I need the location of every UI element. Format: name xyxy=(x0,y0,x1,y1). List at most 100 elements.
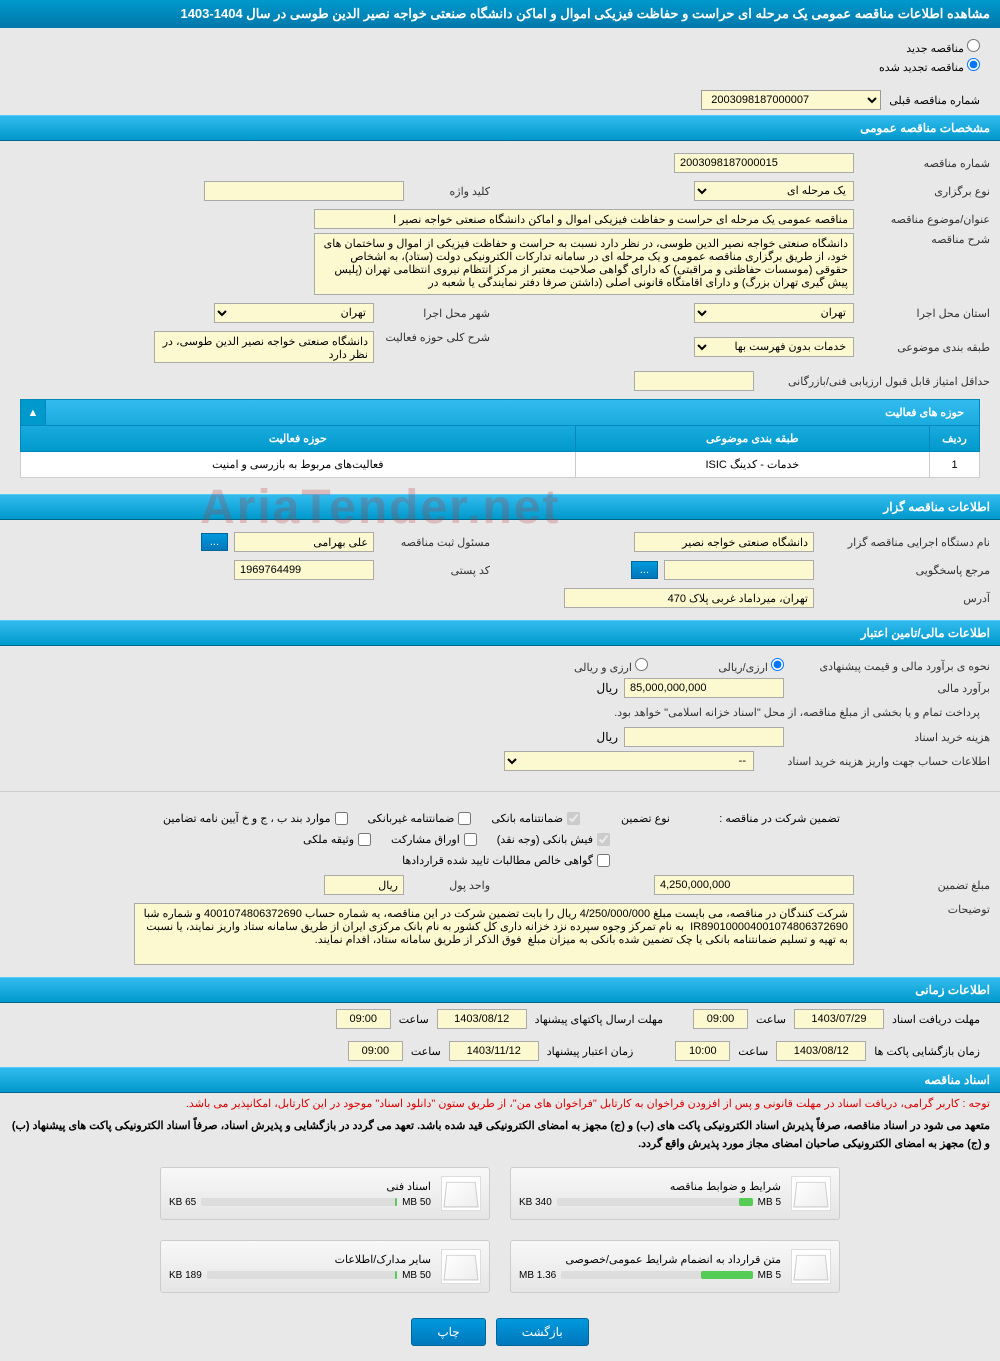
progress-bar xyxy=(201,1198,397,1206)
doc-used: 65 KB xyxy=(169,1197,196,1208)
activity-table-title: حوزه های فعالیت xyxy=(46,400,980,426)
row-activity: فعالیت‌های مربوط به بازرسی و امنیت xyxy=(21,452,576,478)
desc-label: شرح مناقصه xyxy=(860,233,990,246)
guarantee-notes-textarea[interactable]: شرکت کنندگان در مناقصه، می بایست مبلغ 4/… xyxy=(134,903,854,965)
org-input[interactable] xyxy=(634,532,814,552)
city-label: شهر محل اجرا xyxy=(380,307,490,320)
address-input[interactable] xyxy=(564,588,814,608)
category-select[interactable]: خدمات بدون فهرست بها xyxy=(694,337,854,357)
account-label: اطلاعات حساب جهت واریز هزینه خرید اسناد xyxy=(760,755,990,768)
estimate-label: برآورد مالی xyxy=(790,682,990,695)
open-label: زمان بازگشایی پاکت ها xyxy=(874,1045,980,1058)
progress-bar xyxy=(557,1198,753,1206)
row-category: خدمات - کدینگ ISIC xyxy=(575,452,929,478)
city-select[interactable]: تهران xyxy=(214,303,374,323)
responsible-lookup-button[interactable]: ... xyxy=(201,533,228,551)
folder-icon xyxy=(791,1176,831,1211)
method-opt2[interactable]: ارزی و ریالی xyxy=(518,658,648,674)
docs-note-bold: متعهد می شود در اسناد مناقصه، صرفاً پذیر… xyxy=(0,1114,1000,1157)
renewed-tender-option[interactable]: مناقصه تجدید شده xyxy=(20,58,980,74)
cb-nonbank-guarantee[interactable]: ضمانتنامه غیربانکی xyxy=(368,812,472,825)
title-input[interactable] xyxy=(314,209,854,229)
doc-used: 189 KB xyxy=(169,1270,202,1281)
submit-label: مهلت ارسال پاکتهای پیشنهاد xyxy=(535,1013,663,1026)
unit-input[interactable] xyxy=(324,875,404,895)
guarantee-amount-label: مبلغ تضمین xyxy=(860,879,990,892)
docs-note-red: توجه : کاربر گرامی، دریافت اسناد در مهلت… xyxy=(0,1093,1000,1114)
province-label: استان محل اجرا xyxy=(860,307,990,320)
col-activity: حوزه فعالیت xyxy=(21,426,576,452)
cb-collateral[interactable]: وثیقه ملکی xyxy=(303,833,371,846)
participation-label: تضمین شرکت در مناقصه : xyxy=(690,812,840,825)
new-tender-option[interactable]: مناقصه جدید xyxy=(20,39,980,55)
valid-time: 09:00 xyxy=(348,1041,403,1061)
doc-card-contract[interactable]: متن قرارداد به انضمام شرایط عمومی/خصوصی … xyxy=(510,1240,840,1293)
province-select[interactable]: تهران xyxy=(694,303,854,323)
cb-claims-cert[interactable]: گواهی خالص مطالبات تایید شده قراردادها xyxy=(402,854,610,867)
open-time-label: ساعت xyxy=(738,1045,768,1058)
valid-label: زمان اعتبار پیشنهاد xyxy=(547,1045,634,1058)
submit-time: 09:00 xyxy=(336,1009,391,1029)
unit-label: واحد پول xyxy=(410,879,490,892)
print-button[interactable]: چاپ xyxy=(411,1318,485,1346)
postal-input[interactable] xyxy=(234,560,374,580)
riyal-label-2: ریال xyxy=(596,730,618,744)
category-label: طبقه بندی موضوعی xyxy=(860,341,990,354)
section-general: مشخصات مناقصه عمومی xyxy=(0,115,1000,141)
activity-scope-label: شرح کلی حوزه فعالیت xyxy=(380,331,490,344)
back-button[interactable]: بازگشت xyxy=(496,1318,589,1346)
doc-used: 340 KB xyxy=(519,1197,552,1208)
submit-time-label: ساعت xyxy=(399,1013,429,1026)
method-opt1[interactable]: ارزی/ریالی xyxy=(654,658,784,674)
type-select[interactable]: یک مرحله ای xyxy=(694,181,854,201)
cb-bank-guarantee[interactable]: ضمانتنامه بانکی xyxy=(491,812,580,825)
doc-card-conditions[interactable]: شرایط و ضوابط مناقصه 5 MB 340 KB xyxy=(510,1167,840,1220)
tender-type-options: مناقصه جدید مناقصه تجدید شده xyxy=(0,28,1000,85)
doc-cost-input[interactable] xyxy=(624,727,784,747)
ref-lookup-button[interactable]: ... xyxy=(631,561,658,579)
activity-scope-textarea[interactable]: دانشگاه صنعتی خواجه نصیر الدین طوسی، در … xyxy=(154,331,374,363)
min-score-input[interactable] xyxy=(634,371,754,391)
guarantee-type-label: نوع تضمین xyxy=(600,812,670,825)
folder-icon xyxy=(441,1176,481,1211)
section-documents: اسناد مناقصه xyxy=(0,1067,1000,1093)
cb-bonds[interactable]: اوراق مشارکت xyxy=(391,833,477,846)
guarantee-amount-input[interactable] xyxy=(654,875,854,895)
tender-no-input[interactable] xyxy=(674,153,854,173)
ref-input[interactable] xyxy=(664,560,814,580)
collapse-icon[interactable]: ▲ xyxy=(21,400,46,426)
method-label: نحوه ی برآورد مالی و قیمت پیشنهادی xyxy=(790,660,990,673)
doc-card-technical[interactable]: اسناد فنی 50 MB 65 KB xyxy=(160,1167,490,1220)
doc-title: متن قرارداد به انضمام شرایط عمومی/خصوصی xyxy=(519,1253,781,1266)
folder-icon xyxy=(441,1249,481,1284)
receipt-label: مهلت دریافت اسناد xyxy=(892,1013,980,1026)
riyal-label: ریال xyxy=(596,681,618,695)
estimate-input[interactable] xyxy=(624,678,784,698)
progress-bar xyxy=(207,1271,397,1279)
page-title: مشاهده اطلاعات مناقصه عمومی یک مرحله ای … xyxy=(0,0,1000,28)
postal-label: کد پستی xyxy=(380,564,490,577)
account-select[interactable]: -- xyxy=(504,751,754,771)
doc-total: 5 MB xyxy=(758,1197,781,1208)
section-organizer: اطلاعات مناقصه گزار xyxy=(0,494,1000,520)
receipt-time: 09:00 xyxy=(693,1009,748,1029)
prev-tender-select[interactable]: 2003098187000007 xyxy=(701,90,881,110)
col-category: طبقه بندی موضوعی xyxy=(575,426,929,452)
valid-time-label: ساعت xyxy=(411,1045,441,1058)
section-financial: اطلاعات مالی/تامین اعتبار xyxy=(0,620,1000,646)
keyword-label: کلید واژه xyxy=(410,185,490,198)
doc-title: شرایط و ضوابط مناقصه xyxy=(519,1180,781,1193)
row-num: 1 xyxy=(930,452,980,478)
keyword-input[interactable] xyxy=(204,181,404,201)
cb-regulation-items[interactable]: موارد بند ب ، ج و خ آیین نامه تضامین xyxy=(163,812,347,825)
cb-bank-receipt[interactable]: فیش بانکی (وجه نقد) xyxy=(497,833,610,846)
desc-textarea[interactable]: دانشگاه صنعتی خواجه نصیر الدین طوسی، در … xyxy=(314,233,854,295)
address-label: آدرس xyxy=(820,592,990,605)
doc-used: 1.36 MB xyxy=(519,1270,556,1281)
ref-label: مرجع پاسخگویی xyxy=(820,564,990,577)
folder-icon xyxy=(791,1249,831,1284)
doc-cost-label: هزینه خرید اسناد xyxy=(790,731,990,744)
doc-card-other[interactable]: سایر مدارک/اطلاعات 50 MB 189 KB xyxy=(160,1240,490,1293)
responsible-input[interactable] xyxy=(234,532,374,552)
min-score-label: حداقل امتیاز قابل قبول ارزیابی فنی/بازرگ… xyxy=(760,375,990,388)
